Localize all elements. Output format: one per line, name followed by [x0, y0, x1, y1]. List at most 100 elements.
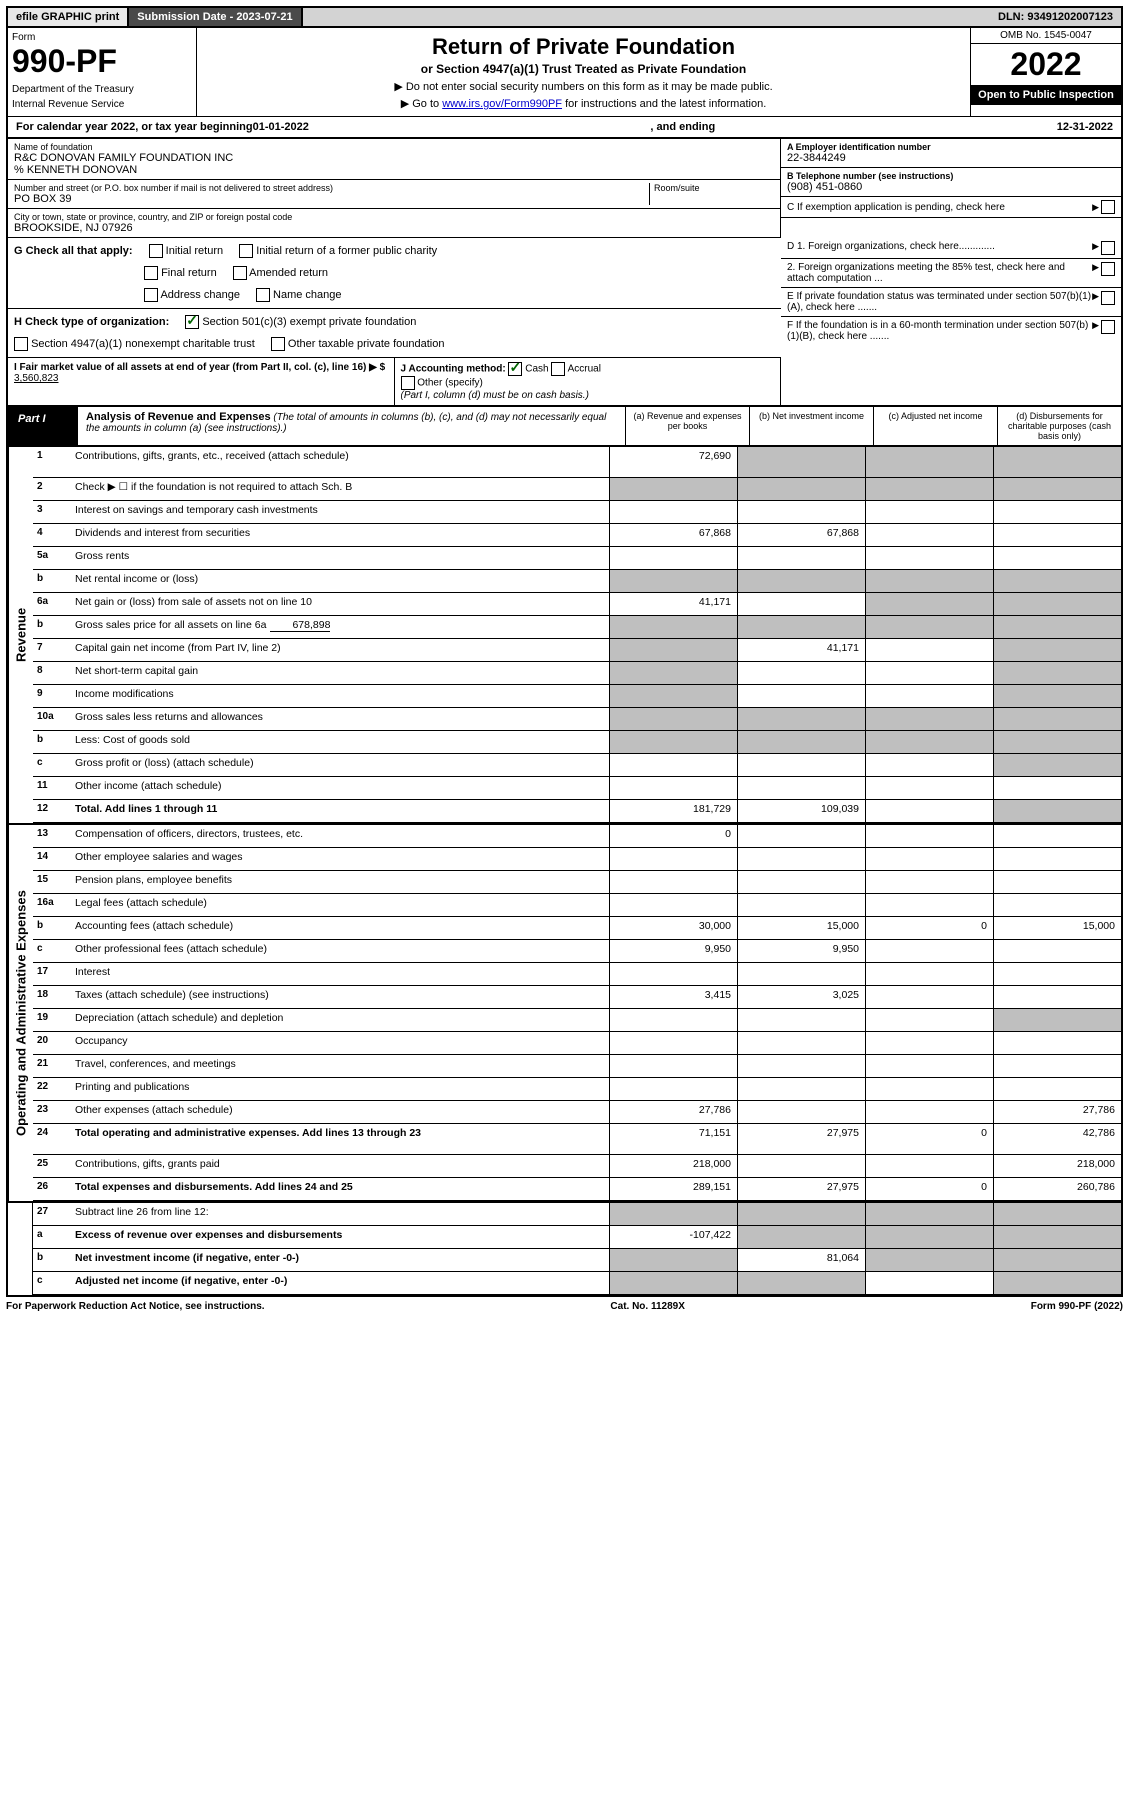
- row-number: 19: [33, 1009, 71, 1031]
- table-row: 9 Income modifications: [33, 685, 1121, 708]
- table-row: 4 Dividends and interest from securities…: [33, 524, 1121, 547]
- col-a-value: 67,868: [609, 524, 737, 546]
- table-row: 7 Capital gain net income (from Part IV,…: [33, 639, 1121, 662]
- col-b-value: [737, 871, 865, 893]
- summary-spacer: [8, 1203, 33, 1295]
- col-c-value: [865, 639, 993, 661]
- row-desc: Total. Add lines 1 through 11: [71, 800, 609, 822]
- e-checkbox[interactable]: [1101, 291, 1115, 305]
- name-change-checkbox[interactable]: [256, 288, 270, 302]
- g-checks: G Check all that apply: Initial return I…: [8, 238, 781, 309]
- row-desc: Printing and publications: [71, 1078, 609, 1100]
- col-d-header: (d) Disbursements for charitable purpose…: [997, 407, 1121, 445]
- addr-change-checkbox[interactable]: [144, 288, 158, 302]
- table-row: 16a Legal fees (attach schedule): [33, 894, 1121, 917]
- arrow-icon: [1092, 291, 1101, 313]
- col-a-value: 0: [609, 825, 737, 847]
- h-checks: H Check type of organization: Section 50…: [8, 309, 781, 358]
- row-number: 12: [33, 800, 71, 822]
- initial-former-checkbox[interactable]: [239, 244, 253, 258]
- col-b-value: [737, 616, 865, 638]
- col-a-value: [609, 777, 737, 799]
- col-a-value: [609, 1009, 737, 1031]
- col-c-value: [865, 894, 993, 916]
- col-d-value: [993, 685, 1121, 707]
- row-number: 11: [33, 777, 71, 799]
- row-desc: Excess of revenue over expenses and disb…: [71, 1226, 609, 1248]
- col-d-value: 15,000: [993, 917, 1121, 939]
- city-state-zip: BROOKSIDE, NJ 07926: [14, 222, 774, 234]
- col-a-header: (a) Revenue and expenses per books: [625, 407, 749, 445]
- initial-return-checkbox[interactable]: [149, 244, 163, 258]
- instructions-link[interactable]: www.irs.gov/Form990PF: [442, 98, 562, 110]
- amended-return-checkbox[interactable]: [233, 266, 247, 280]
- col-d-value: [993, 731, 1121, 753]
- cash-label: Cash: [525, 364, 548, 375]
- efile-print-btn[interactable]: efile GRAPHIC print: [8, 8, 129, 26]
- 501c3-checkbox[interactable]: [185, 315, 199, 329]
- row-desc: Other income (attach schedule): [71, 777, 609, 799]
- col-d-value: [993, 593, 1121, 615]
- col-a-value: [609, 708, 737, 730]
- col-a-value: [609, 894, 737, 916]
- row-number: c: [33, 754, 71, 776]
- final-return-checkbox[interactable]: [144, 266, 158, 280]
- row-number: 21: [33, 1055, 71, 1077]
- omb-number: OMB No. 1545-0047: [971, 28, 1121, 44]
- col-b-header: (b) Net investment income: [749, 407, 873, 445]
- part-1-title: Analysis of Revenue and Expenses: [86, 411, 271, 423]
- row-desc: Total expenses and disbursements. Add li…: [71, 1178, 609, 1200]
- col-a-value: [609, 616, 737, 638]
- col-d-value: [993, 1078, 1121, 1100]
- col-d-value: [993, 1055, 1121, 1077]
- c-checkbox[interactable]: [1101, 200, 1115, 214]
- f-label: F If the foundation is in a 60-month ter…: [787, 320, 1092, 342]
- col-b-value: [737, 754, 865, 776]
- col-a-value: [609, 848, 737, 870]
- table-row: 26 Total expenses and disbursements. Add…: [33, 1178, 1121, 1201]
- calendar-year-row: For calendar year 2022, or tax year begi…: [6, 116, 1123, 139]
- col-d-value: 218,000: [993, 1155, 1121, 1177]
- col-a-value: [609, 662, 737, 684]
- row-desc: Occupancy: [71, 1032, 609, 1054]
- other-method-checkbox[interactable]: [401, 376, 415, 390]
- col-d-value: [993, 963, 1121, 985]
- col-c-value: [865, 1009, 993, 1031]
- g-label: G Check all that apply:: [14, 245, 133, 257]
- row-number: 17: [33, 963, 71, 985]
- phone-label: B Telephone number (see instructions): [787, 171, 1115, 181]
- instr-2: ▶ Go to www.irs.gov/Form990PF for instru…: [203, 97, 964, 110]
- row-desc: Other professional fees (attach schedule…: [71, 940, 609, 962]
- header-center: Return of Private Foundation or Section …: [197, 28, 970, 116]
- col-a-value: [609, 1055, 737, 1077]
- row-desc: Dividends and interest from securities: [71, 524, 609, 546]
- table-row: c Adjusted net income (if negative, ente…: [33, 1272, 1121, 1295]
- d2-checkbox[interactable]: [1101, 262, 1115, 276]
- row-desc: Compensation of officers, directors, tru…: [71, 825, 609, 847]
- right-checks: D 1. Foreign organizations, check here..…: [781, 238, 1121, 405]
- other-taxable-checkbox[interactable]: [271, 337, 285, 351]
- cash-checkbox[interactable]: [508, 362, 522, 376]
- part-1-header: Part I Analysis of Revenue and Expenses …: [6, 407, 1123, 447]
- row-desc: Check ▶ ☐ if the foundation is not requi…: [71, 478, 609, 500]
- col-c-value: [865, 731, 993, 753]
- table-row: 1 Contributions, gifts, grants, etc., re…: [33, 447, 1121, 478]
- row-desc: Gross sales price for all assets on line…: [71, 616, 609, 638]
- accrual-checkbox[interactable]: [551, 362, 565, 376]
- row-number: 5a: [33, 547, 71, 569]
- col-b-value: 27,975: [737, 1178, 865, 1200]
- e-label: E If private foundation status was termi…: [787, 291, 1092, 313]
- 4947-checkbox[interactable]: [14, 337, 28, 351]
- row-number: 25: [33, 1155, 71, 1177]
- table-row: c Gross profit or (loss) (attach schedul…: [33, 754, 1121, 777]
- d1-checkbox[interactable]: [1101, 241, 1115, 255]
- expenses-vert-label: Operating and Administrative Expenses: [8, 825, 33, 1201]
- j-note: (Part I, column (d) must be on cash basi…: [401, 390, 589, 401]
- col-b-value: [737, 894, 865, 916]
- col-a-value: [609, 501, 737, 523]
- f-checkbox[interactable]: [1101, 320, 1115, 334]
- row-number: 7: [33, 639, 71, 661]
- col-a-value: [609, 1078, 737, 1100]
- arrow-icon: [1092, 202, 1101, 213]
- col-d-value: [993, 662, 1121, 684]
